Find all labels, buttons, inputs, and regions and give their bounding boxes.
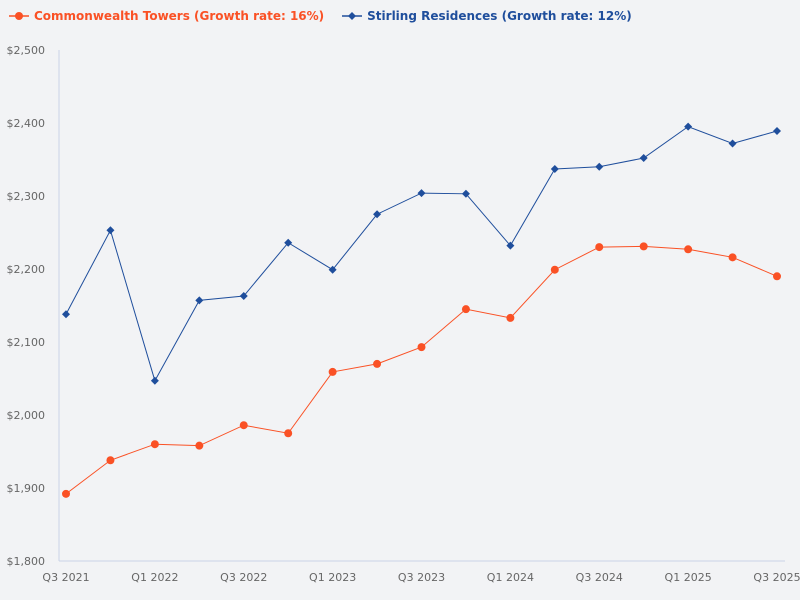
data-point[interactable] [639,154,648,163]
data-point[interactable] [239,292,248,301]
legend-item-stirling-residences[interactable]: Stirling Residences (Growth rate: 12%) [342,9,632,23]
data-point[interactable] [328,265,337,274]
y-tick-label: $2,100 [7,336,46,349]
x-tick-label: Q1 2022 [131,571,178,584]
circle-marker-icon [9,12,29,20]
y-tick-label: $2,200 [7,263,46,276]
data-point[interactable] [106,456,115,465]
data-point[interactable] [684,245,693,254]
data-point[interactable] [461,189,470,198]
legend-label: Stirling Residences (Growth rate: 12%) [367,9,632,23]
data-point[interactable] [150,376,159,385]
data-point[interactable] [195,296,204,305]
y-tick-label: $2,400 [7,117,46,130]
data-point[interactable] [773,272,781,281]
x-tick-label: Q1 2024 [487,571,534,584]
legend: Commonwealth Towers (Growth rate: 16%) S… [9,9,632,23]
data-point[interactable] [373,359,382,368]
data-point[interactable] [417,189,426,198]
y-tick-label: $2,300 [7,190,46,203]
data-point[interactable] [461,305,470,314]
x-tick-label: Q3 2024 [576,571,623,584]
data-point[interactable] [550,265,559,274]
data-point[interactable] [728,253,737,262]
legend-label: Commonwealth Towers (Growth rate: 16%) [34,9,325,23]
x-tick-label: Q3 2023 [398,571,445,584]
x-tick-label: Q3 2025 [753,571,800,584]
data-point[interactable] [106,226,115,235]
data-point[interactable] [373,210,382,219]
y-axis: $1,800 $1,900 $2,000 $2,100 $2,200 $2,300 $2,4… [7,44,60,568]
data-point[interactable] [417,343,426,352]
data-point[interactable] [639,242,648,251]
x-tick-label: Q3 2021 [42,571,89,584]
data-point[interactable] [595,162,604,171]
series-stirling-residences [62,122,781,385]
data-point[interactable] [773,127,781,136]
y-tick-label: $2,000 [7,409,46,422]
data-point[interactable] [728,139,737,148]
data-point[interactable] [506,313,515,322]
y-tick-label: $1,800 [7,555,46,568]
y-tick-label: $2,500 [7,44,46,57]
data-point[interactable] [62,310,70,319]
data-point[interactable] [284,238,293,247]
series-commonwealth-towers [62,242,781,498]
diamond-marker-icon [342,12,363,20]
data-point[interactable] [550,164,559,173]
data-point[interactable] [506,241,515,250]
legend-item-commonwealth-towers[interactable]: Commonwealth Towers (Growth rate: 16%) [9,9,324,23]
x-tick-label: Q3 2022 [220,571,267,584]
x-axis: Q3 2021 Q1 2022 Q3 2022 Q1 2023 Q3 2023 Q1 20… [42,560,800,584]
data-point[interactable] [195,441,204,450]
data-point[interactable] [284,429,293,438]
data-point[interactable] [328,367,337,376]
y-tick-label: $1,900 [7,482,46,495]
series-layer [62,122,781,498]
data-point[interactable] [150,440,159,449]
x-tick-label: Q1 2023 [309,571,356,584]
x-tick-label: Q1 2025 [665,571,712,584]
data-point[interactable] [239,421,248,430]
data-point[interactable] [684,122,693,131]
data-point[interactable] [595,243,604,252]
data-point[interactable] [62,489,70,498]
